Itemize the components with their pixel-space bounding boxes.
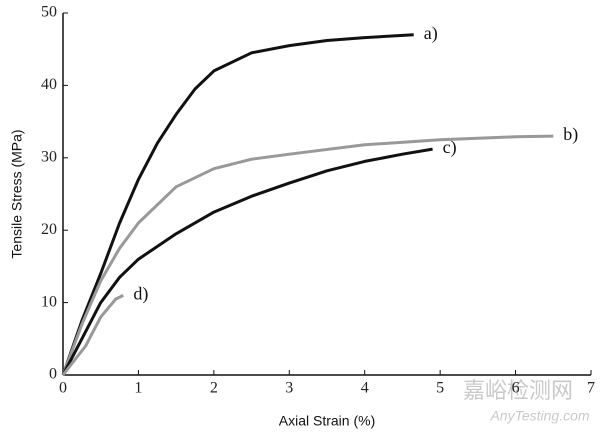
y-tick-label: 10 xyxy=(41,293,57,310)
x-tick-label: 2 xyxy=(210,380,218,397)
y-tick-label: 20 xyxy=(41,221,57,238)
x-tick-label: 1 xyxy=(134,380,142,397)
x-tick-label: 5 xyxy=(436,380,444,397)
y-axis-label: Tensile Stress (MPa) xyxy=(9,129,25,258)
x-axis-label: Axial Strain (%) xyxy=(279,413,375,429)
series-label: c) xyxy=(443,137,457,158)
x-tick-label: 3 xyxy=(285,380,293,397)
line xyxy=(61,33,414,376)
series-label: d) xyxy=(133,283,148,304)
x-tick-label: 7 xyxy=(587,380,595,397)
series-label: b) xyxy=(563,124,578,145)
y-tick-label: 0 xyxy=(49,366,57,383)
y-tick-label: 30 xyxy=(41,148,57,165)
x-tick-label: 4 xyxy=(361,380,369,397)
y-tick-label: 50 xyxy=(41,4,57,21)
watermark-en: AnyTesting.com xyxy=(489,408,589,424)
y-tick-label: 40 xyxy=(41,76,57,93)
series-label: a) xyxy=(424,23,438,44)
x-tick-label: 0 xyxy=(59,380,67,397)
line xyxy=(61,134,554,376)
x-tick-label: 6 xyxy=(512,380,520,397)
line xyxy=(61,147,433,376)
watermark-cn: 嘉峪检测网 xyxy=(463,378,573,403)
line xyxy=(61,294,124,376)
